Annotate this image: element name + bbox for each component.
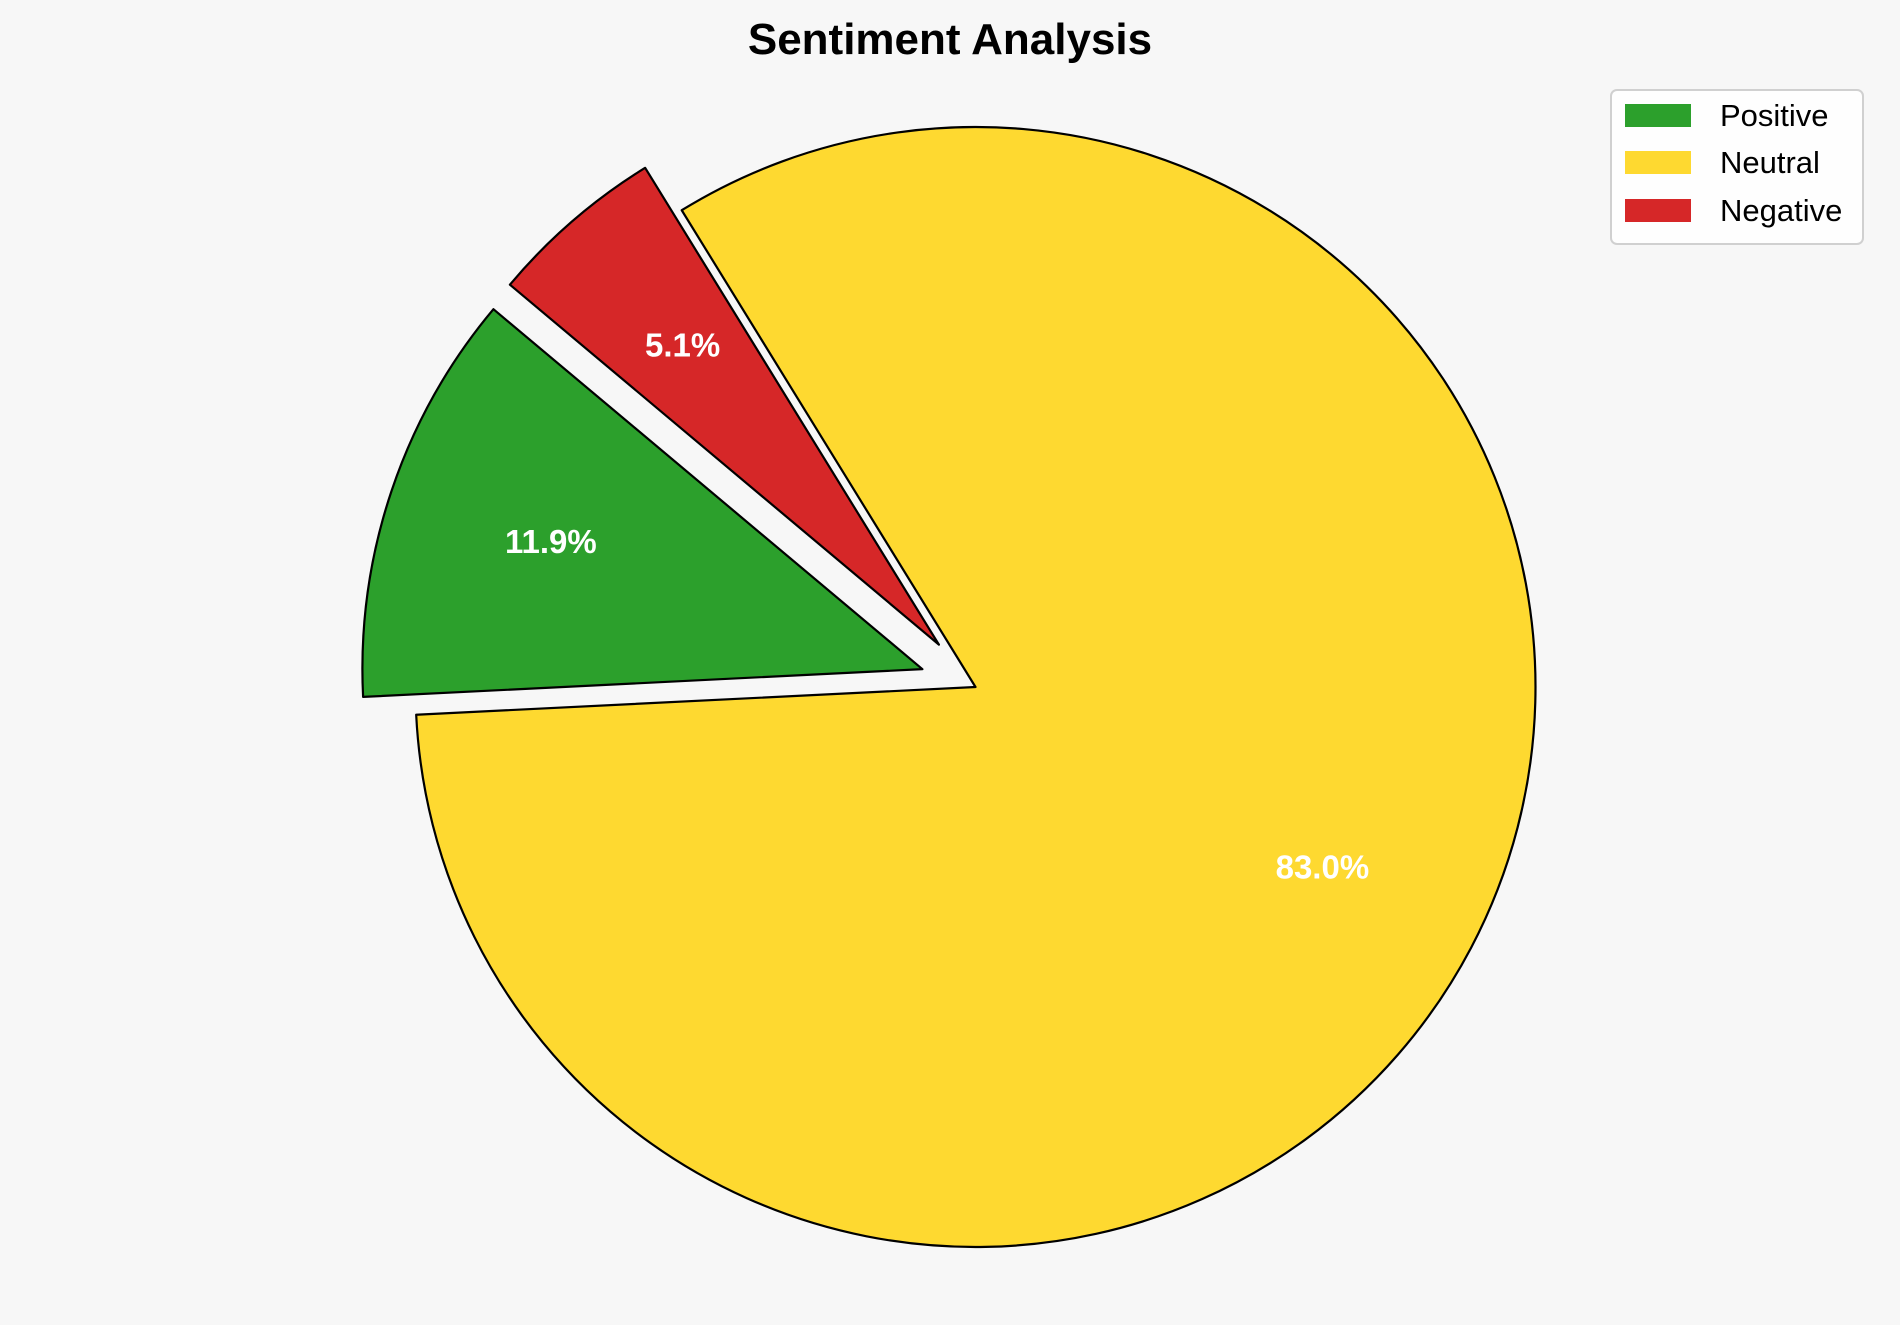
legend-label-neutral: Neutral xyxy=(1720,145,1820,180)
pct-label-negative: 5.1% xyxy=(645,327,720,364)
legend: Positive Neutral Negative xyxy=(1610,89,1864,245)
pie-slice-positive xyxy=(361,308,924,699)
legend-swatch-neutral xyxy=(1625,151,1691,174)
legend-label-negative: Negative xyxy=(1720,193,1842,228)
legend-swatch-positive xyxy=(1625,104,1691,127)
pie-slices xyxy=(361,125,1537,1249)
pie-slice-negative xyxy=(508,166,940,646)
legend-swatch-negative xyxy=(1625,199,1691,222)
pct-label-positive: 11.9% xyxy=(505,523,597,560)
pct-label-neutral: 83.0% xyxy=(1276,848,1370,885)
pie-slice-neutral xyxy=(415,125,1537,1249)
legend-label-positive: Positive xyxy=(1720,98,1829,133)
chart-title: Sentiment Analysis xyxy=(748,15,1152,64)
pie-labels: 11.9% 83.0% 5.1% xyxy=(505,327,1369,886)
